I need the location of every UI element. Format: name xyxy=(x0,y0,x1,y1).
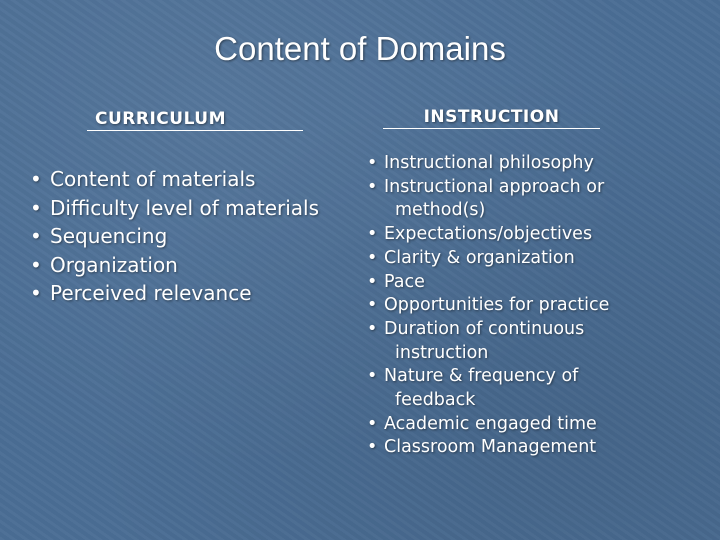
bullet-item: • Clarity & organization xyxy=(367,247,636,271)
item-text: Duration of continuous instruction xyxy=(384,318,585,363)
bullet: • xyxy=(367,247,378,268)
item-text: Nature & frequency of feedback xyxy=(384,366,579,411)
bullet-item: • Duration of continuous instruction xyxy=(367,318,636,365)
item-text: Instructional philosophy xyxy=(384,153,594,173)
bullet-item: • Pace xyxy=(367,271,636,295)
bullet-item: • Perceived relevance xyxy=(30,279,319,308)
bullet: • xyxy=(367,295,378,316)
item-text: Opportunities for practice xyxy=(384,295,610,316)
bullet: • xyxy=(367,413,378,434)
bullet-item: • Sequencing xyxy=(30,222,319,251)
slide-title: Content of Domains xyxy=(214,30,506,67)
bullet: • xyxy=(367,271,378,292)
bullet: • xyxy=(367,224,378,245)
bullet: • xyxy=(30,195,42,220)
item-text: Clarity & organization xyxy=(384,247,575,268)
bullet-list: • Content of materials • Difficulty level o… xyxy=(30,165,319,308)
bullet-item: • Expectations/objectives xyxy=(367,223,636,247)
item-text: Expectations/objectives xyxy=(384,224,593,245)
bullet: • xyxy=(367,318,378,339)
bullet: • xyxy=(30,281,42,305)
bullet-item: • Instructional approach or method(s) xyxy=(367,176,636,223)
bullet-item: • Difficulty level of materials xyxy=(30,194,319,223)
bullet: • xyxy=(30,252,42,277)
bullet: • xyxy=(30,167,42,191)
item-text: Organization xyxy=(50,252,178,277)
item-text: Academic engaged time xyxy=(384,413,597,434)
item-text: Difficulty level of materials xyxy=(50,195,320,220)
bullet-item: • Instructional philosophy xyxy=(367,152,636,176)
bullet: • xyxy=(30,224,42,248)
bullet: • xyxy=(367,437,378,458)
bullet-item: • Content of materials xyxy=(30,165,319,194)
bullet-item: • Nature & frequency of feedback xyxy=(367,365,636,412)
item-text: Perceived relevance xyxy=(50,281,252,305)
bullet-item: • Academic engaged time xyxy=(367,413,636,437)
bullet-item: • Classroom Management xyxy=(367,436,636,460)
item-text: Instructional approach or method(s) xyxy=(384,176,605,221)
item-text: Content of materials xyxy=(50,167,256,191)
item-text: Classroom Management xyxy=(384,437,597,458)
column-header: INSTRUCTION xyxy=(383,106,600,129)
item-text: Pace xyxy=(384,271,425,292)
bullet: • xyxy=(367,366,378,387)
bullet: • xyxy=(367,153,378,173)
bullet: • xyxy=(367,176,378,197)
item-text: Sequencing xyxy=(50,224,168,248)
bullet-item: • Organization xyxy=(30,251,319,280)
column-header: CURRICULUM xyxy=(87,108,303,131)
bullet-list: • Instructional philosophy • Instructional … xyxy=(367,152,636,460)
bullet-item: • Opportunities for practice xyxy=(367,294,636,318)
